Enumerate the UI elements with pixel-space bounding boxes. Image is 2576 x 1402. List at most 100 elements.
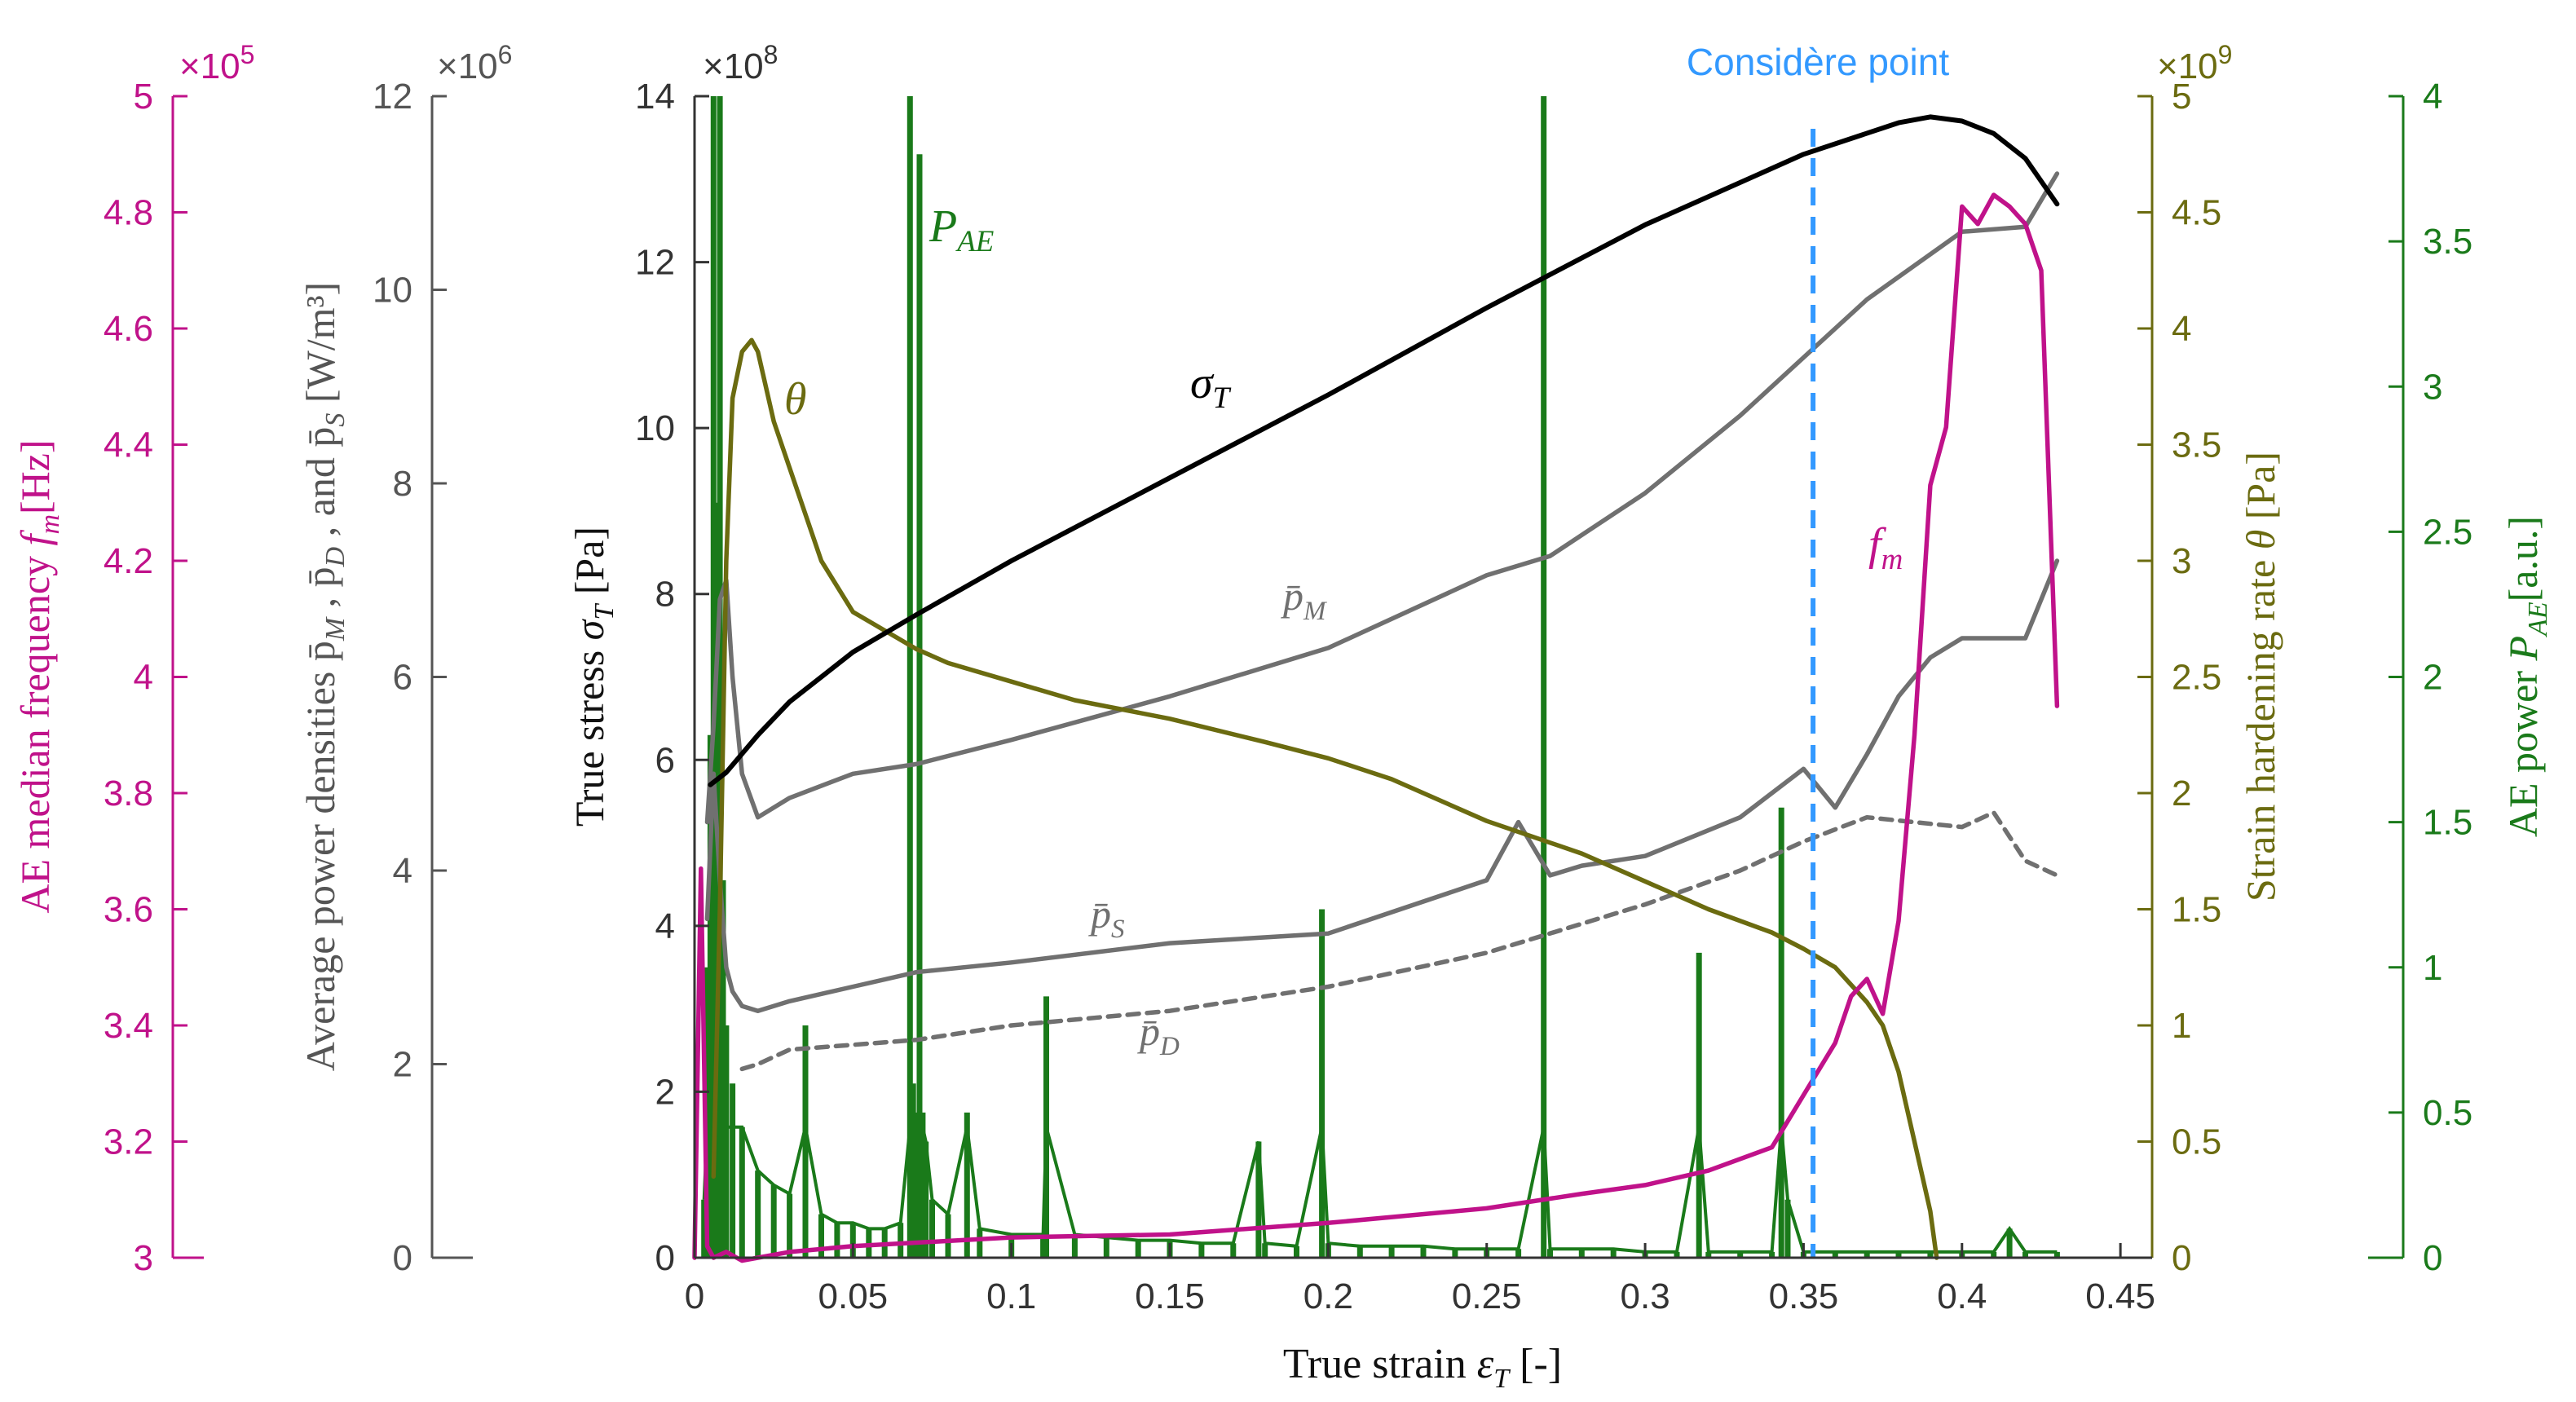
series-label-f_m-sub: m	[1881, 542, 1903, 575]
y-axis-stress-multiplier: ×108	[703, 40, 778, 86]
y-axis-pden-tick-label: 10	[373, 271, 412, 311]
y-axis-pden-multiplier-base: ×10	[437, 46, 498, 86]
labels-layer: Considère point AE median frequency fm[Hz…	[12, 41, 2553, 1394]
series-label-P_AE-sym: P	[929, 201, 957, 252]
pden-title-sub3: S	[320, 413, 351, 427]
y-axis-stress-multiplier-base: ×10	[703, 46, 764, 86]
y-axis-theta-title: Strain hardening rate θ [Pa]	[2238, 452, 2283, 902]
y-axis-pae: 0 0.5 1 1.5 2 2.5 3 3.5 4	[2389, 77, 2472, 1278]
y-axis-pae-tick-label: 0.5	[2423, 1093, 2472, 1133]
y-axis-fm-tick-label: 4.8	[104, 193, 153, 233]
pden-title-sub1: M	[320, 616, 351, 641]
theta-title-unit: [Pa]	[2238, 452, 2283, 530]
series-label-P_AE-sub: AE	[955, 224, 994, 258]
series-label-p_S: p̄S	[1088, 891, 1125, 944]
x-axis-tick-label: 0.25	[1452, 1276, 1522, 1316]
pden-title-sub2: D	[320, 546, 351, 567]
theta-title-text: Strain hardening rate	[2238, 549, 2283, 902]
pden-title-sep2: , and p̄	[298, 427, 343, 547]
y-axis-fm-tick-label: 5	[134, 77, 153, 117]
series-label-sigma_T: σT	[1190, 358, 1232, 414]
x-axis-tick-label: 0.3	[1621, 1276, 1670, 1316]
stress-title-text: True stress	[567, 640, 612, 827]
series-p_M-line	[704, 171, 2060, 825]
series-label-P_AE: PAE	[929, 201, 994, 258]
y-axis-fm-tick-label: 3.4	[104, 1006, 153, 1046]
y-axis-pden-tick-label: 0	[393, 1238, 412, 1278]
fm-title-unit: [Hz]	[12, 439, 58, 514]
series-label-p_D-sym: p̄	[1137, 1008, 1160, 1054]
y-axis-pae-tick-label: 1	[2423, 948, 2442, 988]
x-axis-tick-label: 0.45	[2085, 1276, 2155, 1316]
x-title-sym: ε	[1477, 1341, 1494, 1387]
y-axis-stress-tick-label: 4	[655, 906, 675, 946]
y-axis-fm-tick-label: 4	[134, 658, 153, 698]
series-p_S-line	[704, 558, 2060, 1013]
y-axis-theta-tick-label: 4.5	[2172, 193, 2221, 233]
y-axis-stress-title: True stress σT [Pa]	[567, 527, 620, 827]
series-p_D-line	[739, 810, 2060, 1072]
x-axis-tick-label: 0	[685, 1276, 704, 1316]
x-title-sub: T	[1493, 1364, 1511, 1394]
y-axis-stress-tick-label: 12	[635, 243, 675, 283]
x-axis-tick-label: 0.4	[1937, 1276, 1987, 1316]
series-label-sigma_T-sub: T	[1213, 381, 1232, 414]
x-title-text: True strain	[1283, 1341, 1477, 1387]
y-axis-pae-tick-label: 1.5	[2423, 803, 2472, 843]
series-label-theta-sym: θ	[784, 374, 807, 425]
y-axis-pae-tick-label: 3	[2423, 367, 2442, 407]
y-axis-stress-multiplier-exp: 8	[764, 40, 779, 69]
y-axis-theta-tick-label: 3	[2172, 541, 2191, 581]
y-axis-pae-tick-label: 4	[2423, 77, 2442, 117]
y-axis-fm-tick-label: 3.2	[104, 1122, 153, 1162]
y-axis-theta-tick-label: 5	[2172, 77, 2191, 117]
stress-title-sym: σ	[567, 618, 612, 640]
y-axis-pden-tick-label: 12	[373, 77, 412, 117]
series-label-p_D: p̄D	[1137, 1008, 1180, 1061]
fm-title-sub: m	[35, 514, 65, 535]
y-axis-pae-title: AE power PAE[a.u.]	[2500, 516, 2553, 837]
y-axis-stress-tick-label: 0	[655, 1238, 675, 1278]
y-axis-pae-tick-label: 0	[2423, 1238, 2442, 1278]
pae-title-sym: P	[2500, 636, 2546, 662]
x-axis: 0 0.05 0.1 0.15 0.2 0.25 0.3 0.35 0.4 0.45	[685, 1243, 2155, 1316]
stress-title-unit: [Pa]	[567, 527, 612, 605]
series-label-sigma_T-sym: σ	[1190, 358, 1215, 408]
y-axis-pden-multiplier-exp: 6	[498, 40, 513, 69]
x-axis-tick-label: 0.15	[1135, 1276, 1205, 1316]
y-axis-fm-tick-label: 3.6	[104, 890, 153, 930]
y-axis-fm-multiplier-base: ×10	[179, 46, 240, 86]
x-axis-tick-label: 0.2	[1303, 1276, 1353, 1316]
y-axis-stress-tick-label: 14	[635, 77, 675, 117]
series-sigma_T-line	[708, 114, 2060, 787]
series-label-p_S-sym: p̄	[1088, 891, 1111, 937]
y-axis-pden-title: Average power densities p̄M , p̄D , and …	[298, 282, 351, 1071]
x-axis-tick-label: 0.1	[986, 1276, 1036, 1316]
pden-title-unit: [W/m³]	[298, 282, 343, 413]
series-P_AE-envelope	[702, 1125, 2058, 1254]
pden-title-sep1: , p̄	[298, 567, 343, 618]
y-axis-pden-tick-label: 4	[393, 851, 412, 891]
y-axis-theta-tick-label: 2.5	[2172, 658, 2221, 698]
axes-layer: 33.23.43.63.844.24.44.64.85×105024681012…	[104, 40, 2472, 1316]
y-axis-theta-multiplier-exp: 9	[2218, 40, 2233, 69]
y-axis-theta-multiplier-base: ×10	[2157, 46, 2218, 86]
y-axis-theta-tick-label: 4	[2172, 309, 2191, 349]
y-axis-stress-tick-label: 8	[655, 575, 675, 615]
series-label-theta: θ	[784, 374, 807, 425]
series-label-p_M-sub: M	[1303, 597, 1327, 626]
y-axis-theta: 0 0.5 1 1.5 2 2.5 3 3.5 4 4.5 5×109	[2137, 40, 2232, 1278]
stress-title-sub: T	[589, 603, 620, 620]
y-axis-fm-tick-label: 3.8	[104, 774, 153, 813]
y-axis-pden-tick-label: 2	[393, 1045, 412, 1085]
x-axis-tick-label: 0.35	[1769, 1276, 1839, 1316]
pae-title-sub: AE	[2523, 602, 2553, 637]
series-label-p_S-sub: S	[1111, 915, 1125, 944]
series-label-p_D-sub: D	[1159, 1032, 1180, 1061]
considere-label: Considère point	[1687, 41, 1949, 83]
pae-title-text: AE power	[2500, 660, 2546, 837]
